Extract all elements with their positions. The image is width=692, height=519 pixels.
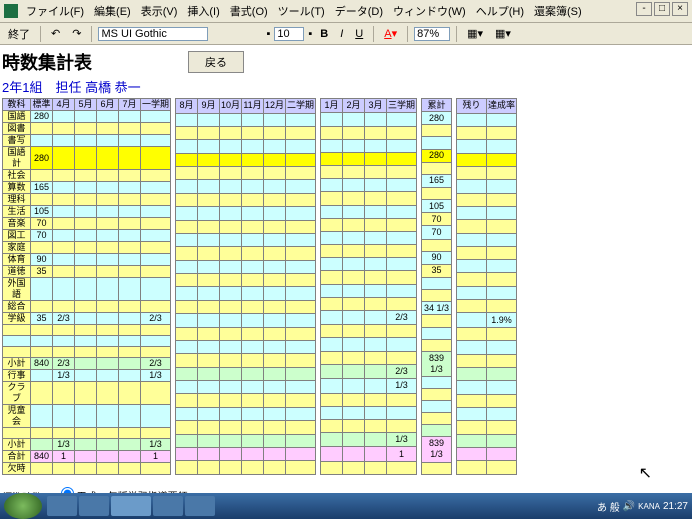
kana-status: KANA [638,502,660,511]
menu-view[interactable]: 表示(V) [137,2,182,20]
page-title: 時数集計表 [2,49,92,75]
taskbar-item[interactable] [79,496,109,516]
undo-icon[interactable]: ↶ [47,25,64,42]
toolbar: 終了 ↶ ↷ MS UI Gothic ▪ 10 ▪ B I U A▾ 87% … [0,23,692,45]
redo-icon[interactable]: ↷ [68,25,85,42]
border-button[interactable]: ▦▾ [463,25,487,42]
menu-help[interactable]: ヘルプ(H) [472,2,528,20]
close-button[interactable]: × [672,2,688,16]
clock: 21:27 [663,501,688,512]
menu-bar: ファイル(F) 編集(E) 表示(V) 挿入(I) 書式(O) ツール(T) デ… [0,0,692,23]
excel-icon [4,4,18,18]
menu-tools[interactable]: ツール(T) [274,2,329,20]
italic-button[interactable]: I [336,26,347,42]
exit-button[interactable]: 終了 [4,24,34,44]
taskbar-item[interactable] [47,496,77,516]
hours-table: 教科標準4月5月6月7月一学期国語280図書書写国語計280社会算数165理科生… [2,98,690,475]
minimize-button[interactable]: - [636,2,652,16]
system-tray: あ 般 🔊 KANA 21:27 [597,499,688,514]
fontcolor-button[interactable]: A▾ [380,25,401,42]
menu-edit[interactable]: 編集(E) [90,2,135,20]
menu-format[interactable]: 書式(O) [226,2,272,20]
menu-extra[interactable]: 還案簿(S) [530,2,586,20]
taskbar-item[interactable] [185,496,215,516]
bold-button[interactable]: B [316,26,332,42]
menu-data[interactable]: データ(D) [331,2,387,20]
start-button[interactable] [4,493,42,519]
restore-button[interactable]: □ [654,2,670,16]
fontsize-combo[interactable]: 10 [274,27,304,41]
zoom-combo[interactable]: 87% [414,27,450,41]
back-button[interactable]: 戻る [188,51,244,73]
ime-status[interactable]: あ 般 [597,499,620,514]
taskbar-item[interactable] [111,496,151,516]
menu-window[interactable]: ウィンドウ(W) [389,2,470,20]
border2-button[interactable]: ▦▾ [491,25,515,42]
underline-button[interactable]: U [351,26,367,42]
menu-file[interactable]: ファイル(F) [22,2,88,20]
class-info: 2年1組 担任 高橋 恭一 [2,77,690,96]
taskbar-item[interactable] [153,496,183,516]
font-combo[interactable]: MS UI Gothic [98,27,208,41]
taskbar: あ 般 🔊 KANA 21:27 [0,493,692,519]
worksheet[interactable]: 時数集計表 戻る 2年1組 担任 高橋 恭一 教科標準4月5月6月7月一学期国語… [0,45,692,495]
menu-insert[interactable]: 挿入(I) [183,2,223,20]
